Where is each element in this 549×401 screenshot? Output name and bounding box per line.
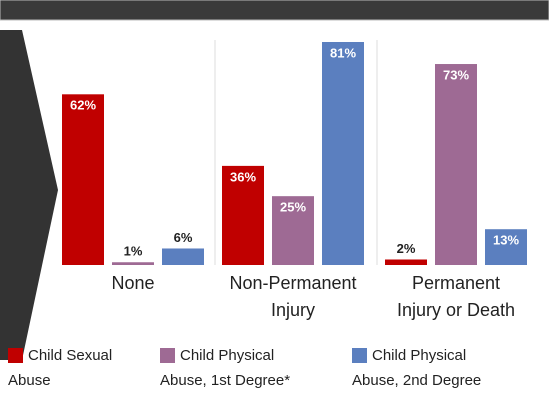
value-label: 81% [330, 45, 356, 60]
legend-swatch [160, 348, 175, 363]
header-bar [0, 0, 549, 21]
bar [435, 64, 477, 265]
bar [112, 262, 154, 265]
value-label: 2% [397, 241, 416, 256]
bar [322, 42, 364, 265]
category-label: Non-Permanent [229, 273, 356, 293]
bar [162, 248, 204, 265]
bar [272, 196, 314, 265]
legend-label: Abuse [8, 372, 51, 389]
value-label: 62% [70, 98, 96, 113]
value-label: 73% [443, 67, 469, 82]
legend-swatch [352, 348, 367, 363]
category-label: None [111, 273, 154, 293]
category-label: Injury [271, 300, 315, 320]
value-label: 1% [124, 244, 143, 259]
legend-swatch [8, 348, 23, 363]
legend-label: Child Physical [372, 347, 466, 364]
value-label: 6% [174, 230, 193, 245]
bar [385, 259, 427, 265]
legend-label: Abuse, 1st Degree* [160, 372, 290, 389]
value-label: 36% [230, 169, 256, 184]
value-label: 25% [280, 200, 306, 215]
bar [62, 94, 104, 265]
value-label: 13% [493, 233, 519, 248]
category-label: Permanent [412, 273, 500, 293]
left-arrow [0, 30, 58, 360]
legend-label: Child Sexual [28, 347, 112, 364]
bar [222, 165, 264, 265]
legend-label: Abuse, 2nd Degree [352, 372, 481, 389]
category-label: Injury or Death [397, 300, 515, 320]
bar [485, 229, 527, 265]
legend-label: Child Physical [180, 347, 274, 364]
